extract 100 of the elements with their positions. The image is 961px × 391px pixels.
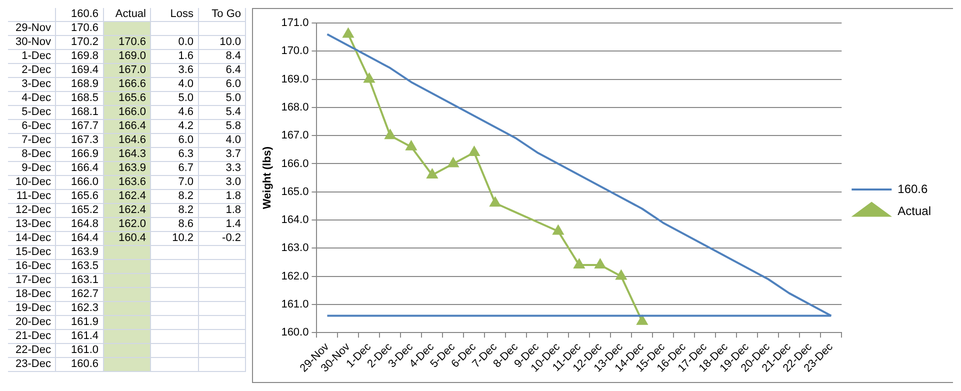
category-label: 29-Nov [8,22,56,36]
data-label: 3.7 [198,148,246,162]
data-label: 168.1 [56,106,103,120]
data-label: 4.6 [150,106,198,120]
data-label: 165.6 [56,190,103,204]
text: Loss [150,8,198,22]
category-label: 11-Dec [8,190,56,204]
category-label: 17-Dec [8,274,56,288]
data-label: 161.4 [56,330,103,344]
data-label: 170.6 [103,36,150,50]
y-tick-label: 164.0 [281,214,309,226]
data-label: 162.3 [56,302,103,316]
category-label: 3-Dec [8,78,56,92]
data-label: 164.6 [103,134,150,148]
legend-label: 160.6 [898,182,928,196]
data-label: 8.2 [150,204,198,218]
category-label: 18-Dec [8,288,56,302]
data-label: 1.8 [198,204,246,218]
data-label: 163.9 [103,162,150,176]
data-label: 6.7 [150,162,198,176]
data-label: 166.0 [103,106,150,120]
y-tick-label: 165.0 [281,186,309,198]
y-tick-label: 168.0 [281,101,309,114]
data-label: 8.4 [198,50,246,64]
data-label: 5.0 [150,92,198,106]
category-label: 21-Dec [8,330,56,344]
category-label: 6-Dec [8,120,56,134]
y-tick-label: 171.0 [281,17,309,30]
series-label: Actual [103,8,150,22]
data-label: 162.4 [103,204,150,218]
data-label: 167.3 [56,134,103,148]
data-label: 163.1 [56,274,103,288]
data-label: 4.0 [150,78,198,92]
data-label: 163.9 [56,246,103,260]
data-label: 165.6 [103,92,150,106]
data-label: 166.6 [103,78,150,92]
category-label: 15-Dec [8,246,56,260]
category-label: 7-Dec [8,134,56,148]
data-label: 160.6 [56,358,103,372]
data-label: 1.8 [198,190,246,204]
y-tick-label: 160.0 [281,326,309,339]
data-label: 8.2 [150,190,198,204]
data-label: 165.2 [56,204,103,218]
data-label: 169.4 [56,64,103,78]
data-label: 10.0 [198,36,246,50]
category-label: 5-Dec [8,106,56,120]
data-label: 168.5 [56,92,103,106]
text: 160.6 [56,8,103,22]
data-label: 161.0 [56,344,103,358]
y-tick-label: 170.0 [281,45,309,58]
category-label: 10-Dec [8,176,56,190]
data-label: 162.0 [103,218,150,232]
data-label: 162.4 [103,190,150,204]
legend-label: Actual [898,204,932,218]
y-tick-label: 166.0 [281,158,309,170]
data-label: 170.6 [56,22,103,36]
category-label: 12-Dec [8,204,56,218]
data-label: 167.7 [56,120,103,134]
data-label: 6.3 [150,148,198,162]
data-label: 3.3 [198,162,246,176]
y-tick-label: 162.0 [281,270,309,282]
data-label: 167.0 [103,64,150,78]
data-label: 164.3 [103,148,150,162]
data-label: 163.5 [56,260,103,274]
data-label: 162.7 [56,288,103,302]
data-label: 7.0 [150,176,198,190]
data-label: 168.9 [56,78,103,92]
category-label: 9-Dec [8,162,56,176]
data-label: 166.4 [103,120,150,134]
data-label: 166.9 [56,148,103,162]
category-label: 1-Dec [8,50,56,64]
data-label: 8.6 [150,218,198,232]
data-label: -0.2 [198,232,246,246]
data-label: 3.0 [198,176,246,190]
data-label: 3.6 [150,64,198,78]
category-label: 2-Dec [8,64,56,78]
category-label: 19-Dec [8,302,56,316]
category-label: 14-Dec [8,232,56,246]
category-label: 4-Dec [8,92,56,106]
data-label: 5.4 [198,106,246,120]
data-label: 10.2 [150,232,198,246]
data-label: 5.0 [198,92,246,106]
category-label: 30-Nov [8,36,56,50]
data-label: 166.4 [56,162,103,176]
data-label: 4.0 [198,134,246,148]
data-label: 6.4 [198,64,246,78]
y-tick-label: 161.0 [281,298,309,310]
data-label: 169.0 [103,50,150,64]
data-label: 164.8 [56,218,103,232]
y-axis-title: Weight (lbs) [262,146,274,210]
data-label: 170.2 [56,36,103,50]
data-label: 0.0 [150,36,198,50]
data-label: 5.8 [198,120,246,134]
y-tick-label: 163.0 [281,242,309,254]
data-label: 161.9 [56,316,103,330]
text: To Go [198,8,246,22]
data-label: 160.4 [103,232,150,246]
data-label: 166.0 [56,176,103,190]
data-label: 169.8 [56,50,103,64]
data-label: 4.2 [150,120,198,134]
